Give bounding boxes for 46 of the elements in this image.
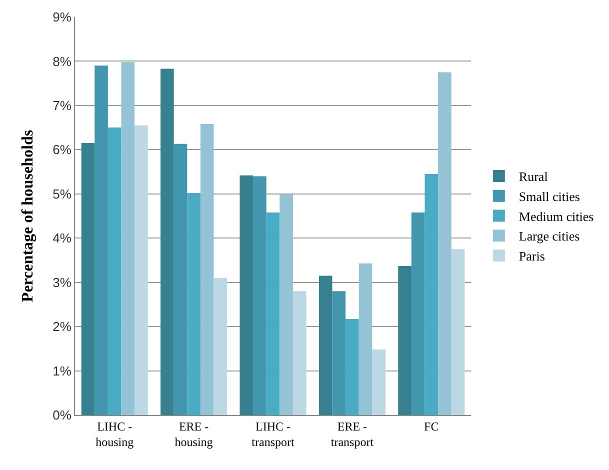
bar: [81, 143, 95, 415]
bar: [108, 128, 122, 415]
bar: [280, 194, 293, 415]
x-tick-label: LIHC - transport: [252, 419, 295, 449]
y-axis-title: Percentage of households: [20, 130, 37, 302]
bar: [372, 350, 386, 415]
bar: [121, 62, 135, 415]
y-tick-label: 1%: [52, 363, 72, 378]
bar: [94, 66, 108, 415]
bar: [346, 319, 359, 415]
bar: [214, 278, 228, 415]
legend-label: Paris: [518, 248, 545, 264]
legend-label: Small cities: [518, 188, 580, 204]
bar: [411, 212, 425, 415]
bar: [332, 291, 346, 415]
bar: [240, 175, 254, 415]
legend-label: Medium cities: [518, 208, 594, 224]
bar: [134, 125, 148, 415]
x-tick-label: LIHC - housing: [96, 419, 134, 449]
legend-label: Large cities: [518, 228, 580, 244]
bar: [174, 144, 188, 415]
bar: [160, 68, 174, 415]
bar: [358, 263, 372, 415]
bar: [292, 291, 306, 415]
y-tick-label: 5%: [52, 186, 72, 202]
bar: [438, 72, 452, 415]
y-tick-label: 7%: [52, 98, 72, 113]
bar: [187, 193, 200, 415]
bar: [451, 249, 465, 415]
bar: [424, 174, 438, 415]
y-tick-label: 9%: [52, 10, 72, 25]
bar: [200, 124, 214, 415]
bar: [318, 276, 332, 415]
y-tick-label: 0%: [52, 408, 72, 423]
bar: [266, 212, 280, 415]
y-tick-label: 2%: [52, 319, 72, 334]
y-tick-label: 4%: [52, 230, 72, 246]
y-tick-label: 3%: [52, 274, 72, 290]
bar: [398, 266, 412, 415]
legend-label: Rural: [518, 169, 548, 184]
x-tick-label: ERE - housing: [174, 419, 213, 449]
x-tick-label: FC: [424, 419, 439, 434]
x-tick-label: ERE - transport: [330, 419, 374, 449]
y-tick-label: 8%: [52, 54, 72, 69]
y-tick-label: 6%: [52, 142, 72, 158]
bar: [253, 176, 266, 415]
